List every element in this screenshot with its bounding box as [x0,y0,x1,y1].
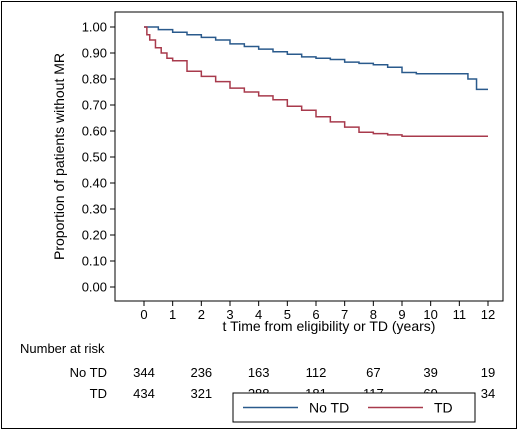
legend-label: No TD [309,400,349,416]
x-tick-label: 11 [453,307,467,322]
risk-row-label: TD [90,386,107,401]
y-tick-label: 0.40 [82,176,107,191]
risk-value: 236 [190,365,212,380]
y-tick-label: 0.00 [82,280,107,295]
risk-value: 163 [248,365,270,380]
risk-value: 67 [366,365,380,380]
legend-box [232,392,476,423]
risk-row-label: No TD [70,365,107,380]
x-tick-label: 7 [341,307,348,322]
x-tick-label: 0 [140,307,147,322]
y-tick-label: 0.70 [82,98,107,113]
risk-value: 19 [481,365,495,380]
legend-label: TD [434,400,453,416]
risk-value: 34 [481,386,495,401]
x-axis-label: t Time from eligibility or TD (years) [223,318,436,334]
x-tick-label: 5 [284,307,291,322]
risk-value: 112 [306,365,327,380]
plot-area-border [114,11,504,302]
y-tick-label: 0.20 [82,228,107,243]
risk-value: 39 [423,365,437,380]
x-tick-label: 12 [481,307,495,322]
y-tick-label: 0.60 [82,124,107,139]
risk-value: 344 [133,365,155,380]
y-tick-label: 0.90 [82,46,107,61]
x-tick-label: 2 [198,307,205,322]
x-tick-label: 4 [255,307,262,322]
risk-table-title: Number at risk [20,341,105,356]
km-curve-no-td [144,26,488,91]
risk-value: 321 [190,386,212,401]
y-tick-label: 0.50 [82,150,107,165]
y-tick-label: 0.30 [82,202,107,217]
x-tick-label: 9 [398,307,405,322]
km-curve-td [144,26,488,137]
x-tick-label: 1 [169,307,176,322]
x-tick-label: 3 [226,307,233,322]
x-tick-label: 6 [312,307,319,322]
y-tick-label: 1.00 [82,20,107,35]
y-tick-label: 0.10 [82,254,107,269]
y-axis-label: Proportion of patients without MR [51,53,67,260]
x-tick-label: 10 [423,307,437,322]
risk-value: 434 [133,386,155,401]
y-tick-label: 0.80 [82,72,107,87]
x-tick-label: 8 [370,307,377,322]
